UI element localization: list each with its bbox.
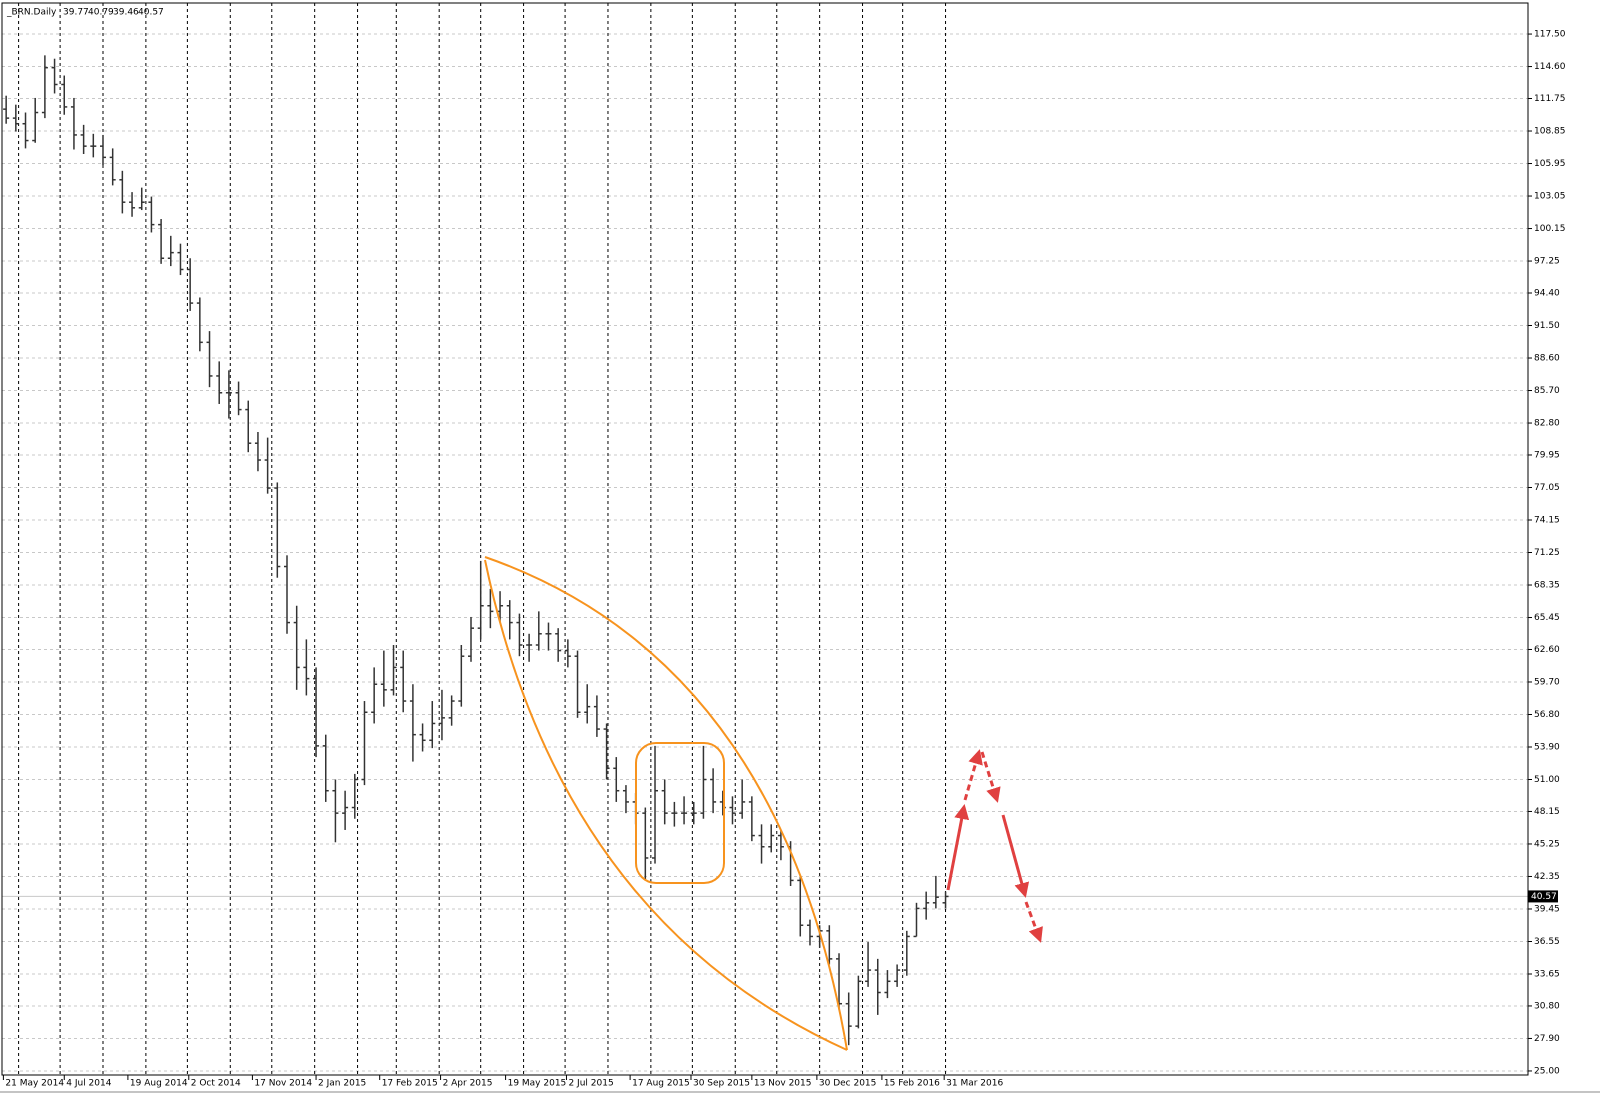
x-tick-label: 17 Aug 2015 bbox=[632, 1079, 690, 1089]
header: _BRN.Daily 39.77 40.79 39.46 40.57 bbox=[6, 8, 164, 18]
forecast-arrow bbox=[980, 751, 1001, 803]
forecast-arrow bbox=[1001, 814, 1030, 898]
current-price-box bbox=[1528, 890, 1558, 903]
axis-layer: 117.50 114.60 111.75 108.85 105.95 103.05 100.… bbox=[2, 30, 1566, 1089]
x-tick-label: 13 Nov 2015 bbox=[754, 1079, 812, 1089]
y-tick-label: 85.70 bbox=[1534, 386, 1560, 396]
x-tick-label: 2 Jan 2015 bbox=[318, 1079, 366, 1089]
y-tick-label: 56.80 bbox=[1534, 710, 1560, 720]
y-tick-label: 100.15 bbox=[1534, 224, 1566, 234]
y-tick-label: 105.95 bbox=[1534, 159, 1566, 169]
y-tick-label: 77.05 bbox=[1534, 483, 1560, 493]
grid-layer bbox=[2, 3, 1528, 1075]
y-tick-label: 114.60 bbox=[1534, 62, 1566, 72]
y-tick-label: 33.65 bbox=[1534, 969, 1560, 979]
y-tick-label: 36.55 bbox=[1534, 937, 1560, 947]
y-tick-label: 74.15 bbox=[1534, 515, 1560, 525]
y-tick-label: 25.00 bbox=[1534, 1066, 1560, 1076]
last-high: 40.79 bbox=[88, 8, 114, 18]
y-tick-label: 108.85 bbox=[1534, 127, 1566, 137]
x-tick-label: 31 Mar 2016 bbox=[946, 1079, 1003, 1089]
x-tick-label: 2 Apr 2015 bbox=[443, 1079, 493, 1089]
last-open: 39.77 bbox=[63, 8, 89, 18]
symbol-title: _BRN.Daily bbox=[6, 8, 57, 18]
y-tick-label: 91.50 bbox=[1534, 321, 1560, 331]
y-tick-label: 88.60 bbox=[1534, 354, 1560, 364]
y-tick-label: 62.60 bbox=[1534, 645, 1560, 655]
y-tick-label: 42.35 bbox=[1534, 872, 1560, 882]
bars-layer bbox=[3, 55, 949, 1046]
current-price-label: 40.57 bbox=[1531, 892, 1557, 902]
channel-lower-curve bbox=[484, 559, 848, 1051]
x-tick-label: 30 Dec 2015 bbox=[819, 1079, 877, 1089]
x-tick-label: 17 Nov 2014 bbox=[254, 1079, 312, 1089]
x-tick-label: 2 Jul 2015 bbox=[568, 1079, 613, 1089]
x-tick-label: 30 Sep 2015 bbox=[693, 1079, 750, 1089]
y-tick-label: 65.45 bbox=[1534, 613, 1560, 623]
y-tick-label: 117.50 bbox=[1534, 30, 1566, 40]
channel-upper-curve bbox=[484, 556, 848, 1051]
x-tick-label: 21 May 2014 bbox=[5, 1079, 64, 1089]
plot-frame bbox=[1, 2, 1529, 1076]
last-low: 39.46 bbox=[113, 8, 139, 18]
x-tick-label: 17 Feb 2015 bbox=[382, 1079, 438, 1089]
y-tick-label: 71.25 bbox=[1534, 548, 1560, 558]
forecast-arrow bbox=[963, 749, 983, 801]
y-tick-label: 111.75 bbox=[1534, 94, 1566, 104]
y-tick-label: 30.80 bbox=[1534, 1001, 1560, 1011]
y-tick-label: 39.45 bbox=[1534, 904, 1560, 914]
last-close: 40.57 bbox=[138, 8, 164, 18]
y-tick-label: 45.25 bbox=[1534, 839, 1560, 849]
x-tick-label: 4 Jul 2014 bbox=[66, 1079, 111, 1089]
forecast-arrow bbox=[946, 804, 970, 891]
y-tick-label: 59.70 bbox=[1534, 677, 1560, 687]
y-tick-label: 103.05 bbox=[1534, 192, 1566, 202]
y-tick-label: 68.35 bbox=[1534, 581, 1560, 591]
x-tick-label: 19 May 2015 bbox=[508, 1079, 567, 1089]
x-tick-label: 15 Feb 2016 bbox=[884, 1079, 940, 1089]
y-tick-label: 48.15 bbox=[1534, 807, 1560, 817]
y-tick-label: 97.25 bbox=[1534, 257, 1560, 267]
consolidation-box bbox=[635, 742, 725, 884]
y-tick-label: 53.90 bbox=[1534, 742, 1560, 752]
x-tick-label: 19 Aug 2014 bbox=[130, 1079, 188, 1089]
forecast-arrow bbox=[1024, 901, 1043, 943]
y-tick-label: 94.40 bbox=[1534, 288, 1560, 298]
x-tick-label: 2 Oct 2014 bbox=[191, 1079, 241, 1089]
y-tick-label: 79.95 bbox=[1534, 450, 1560, 460]
y-tick-label: 82.80 bbox=[1534, 419, 1560, 429]
y-tick-label: 51.00 bbox=[1534, 775, 1560, 785]
annotations bbox=[484, 556, 1043, 1051]
y-tick-label: 27.90 bbox=[1534, 1034, 1560, 1044]
